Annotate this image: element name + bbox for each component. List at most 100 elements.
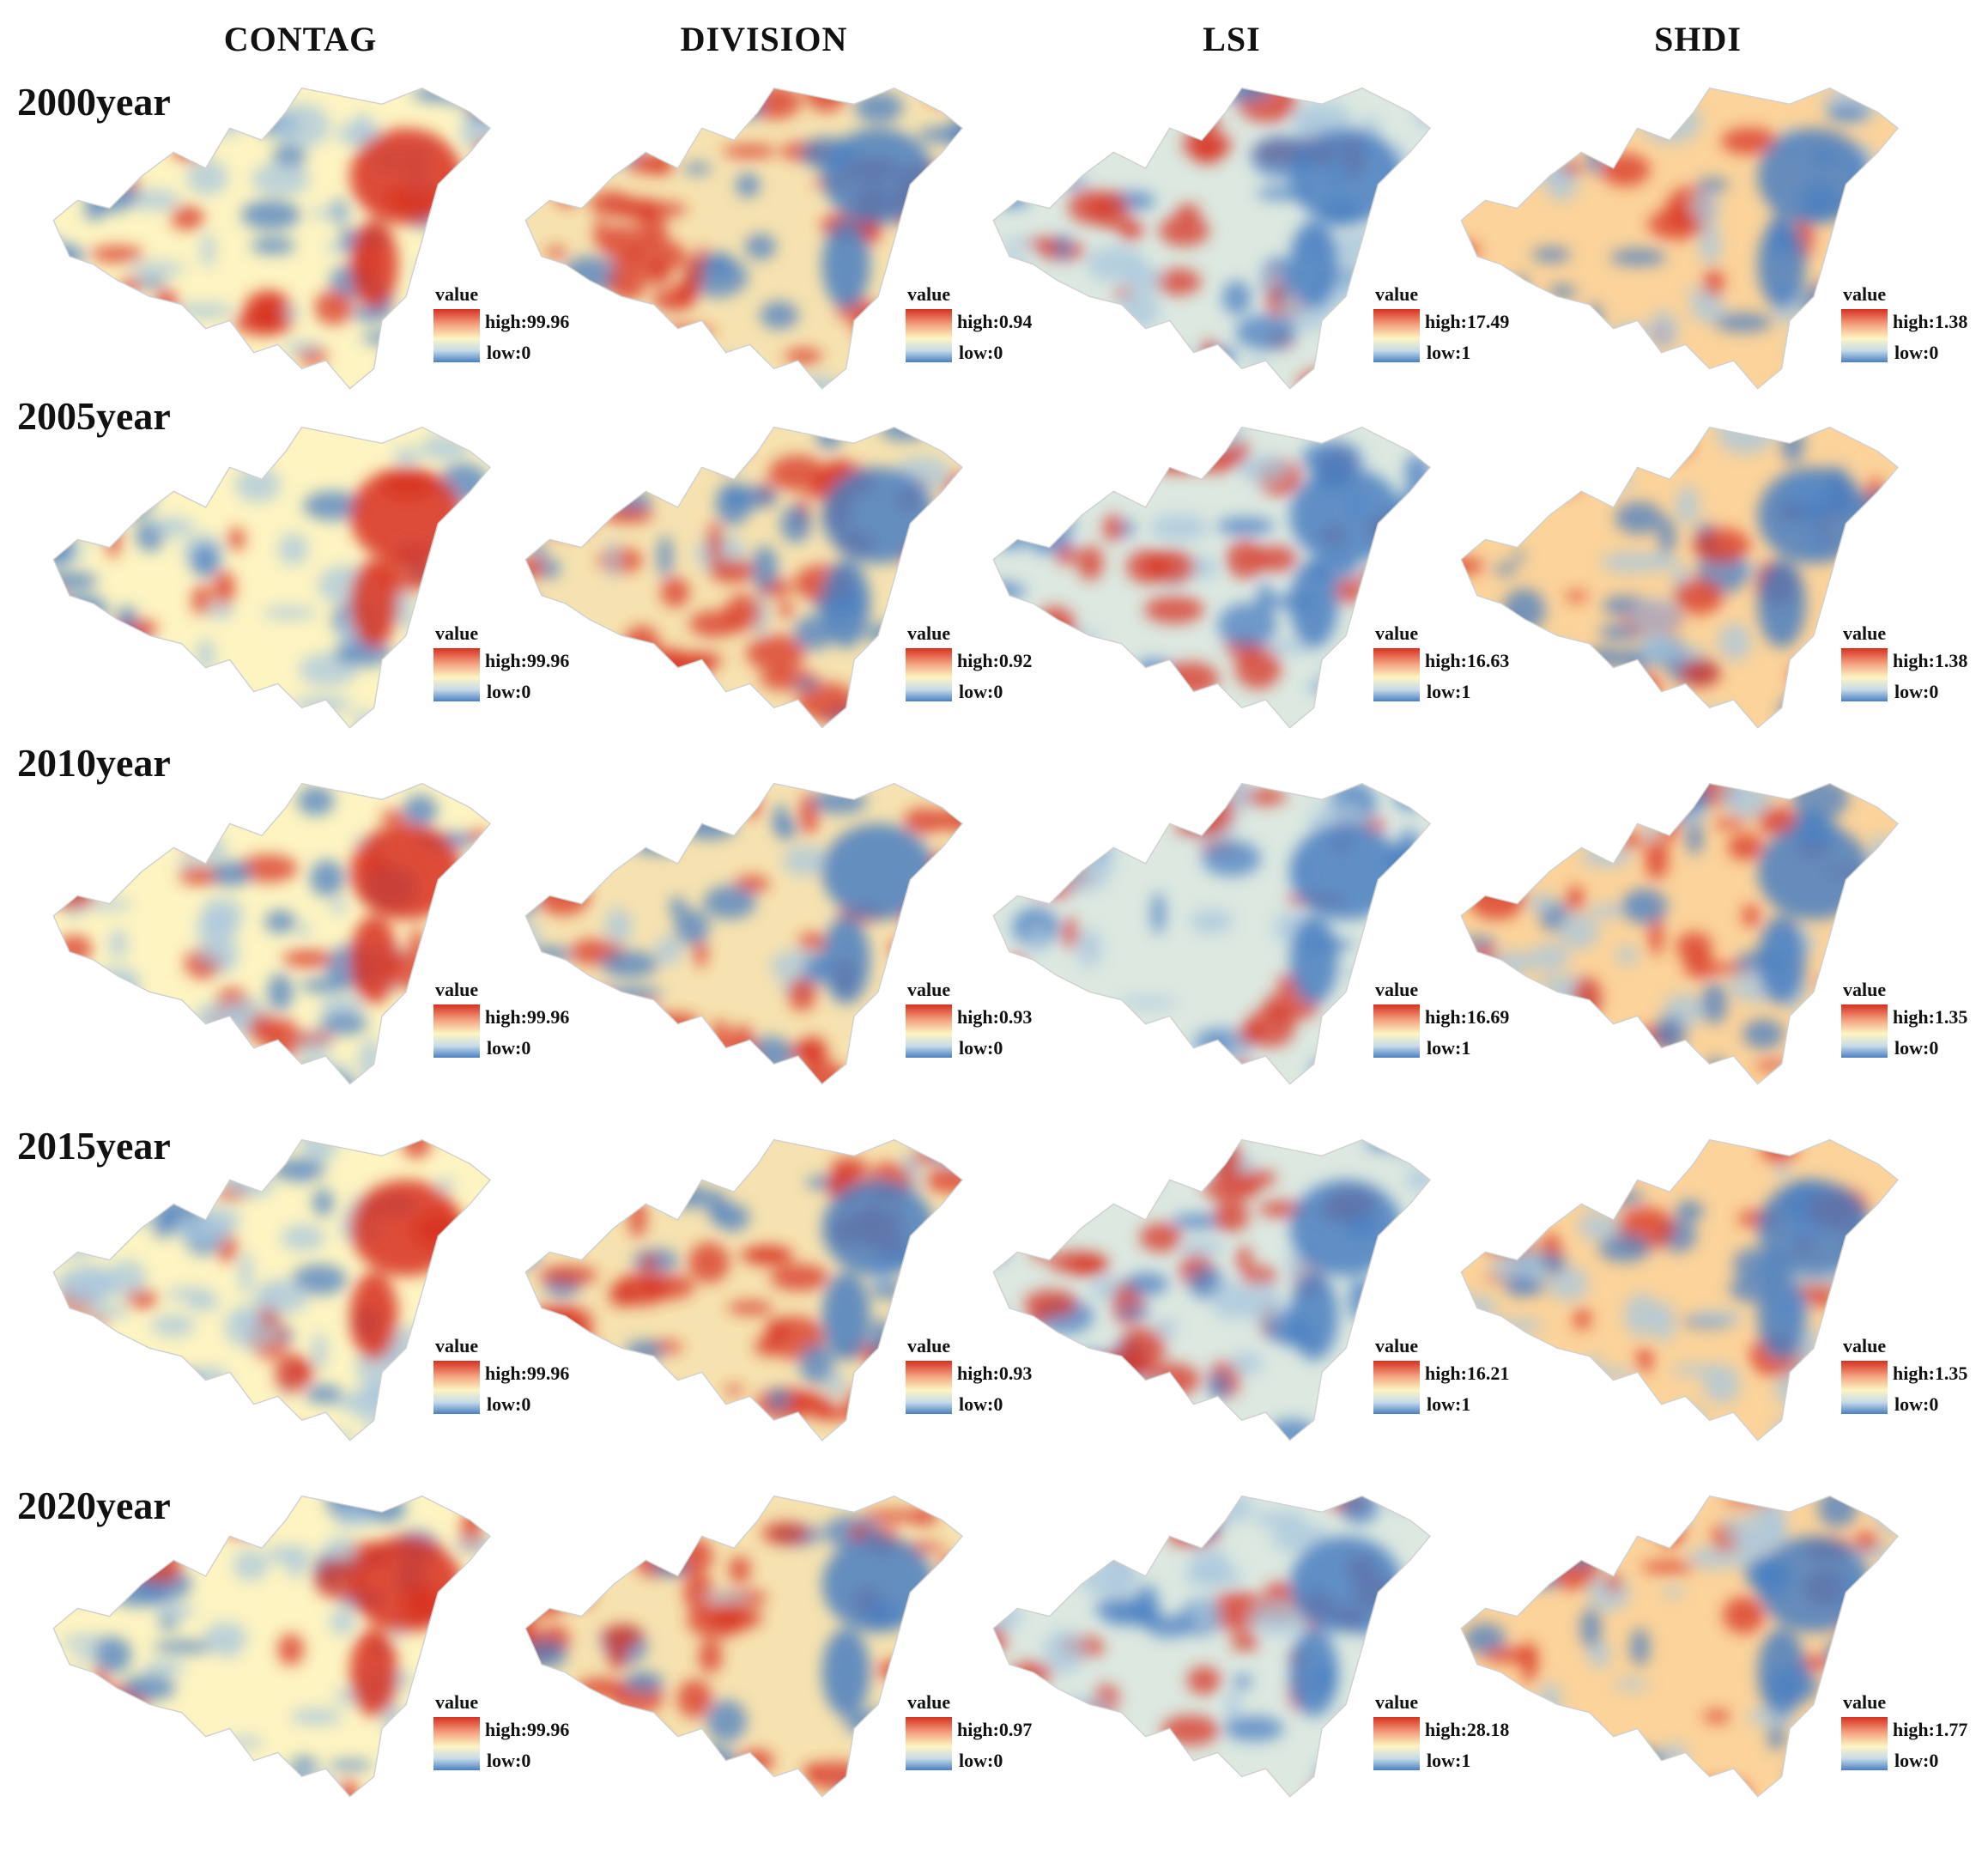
region-map <box>992 87 1431 390</box>
legend-low-label: low:0 <box>487 1037 531 1059</box>
region-map <box>52 1495 491 1798</box>
legend-high-label: high:1.38 <box>1893 311 1968 332</box>
legend-color-ramp <box>433 309 480 362</box>
legend-low-label: low:0 <box>1894 342 1939 363</box>
region-map <box>524 87 963 390</box>
legend-high-label: high:0.92 <box>957 650 1033 671</box>
legend-title: value <box>435 1691 479 1713</box>
legend-color-ramp <box>1841 1361 1888 1414</box>
map-panel-contag-2005year: value high:99.96 low:0 <box>21 412 569 747</box>
region-map <box>1460 1495 1899 1798</box>
legend-title: value <box>435 979 479 1000</box>
year-label-2020: 2020year <box>17 1484 171 1527</box>
region-map <box>52 782 491 1085</box>
legend-color-ramp <box>906 1004 952 1058</box>
column-header-lsi: LSI <box>1203 20 1261 58</box>
legend-low-label: low:1 <box>1427 1750 1471 1771</box>
legend-high-label: high:0.93 <box>957 1362 1033 1384</box>
legend-color-ramp <box>1373 309 1420 362</box>
map-panel-shdi-2005year: value high:1.38 low:0 <box>1429 412 1967 747</box>
map-panel-contag-2000year: value high:99.96 low:0 <box>21 73 569 408</box>
legend-title: value <box>435 283 479 305</box>
region-map <box>992 1138 1431 1441</box>
region-map <box>524 1495 963 1798</box>
legend-title: value <box>1375 979 1419 1000</box>
legend-high-label: high:16.69 <box>1425 1006 1510 1028</box>
legend-title: value <box>1843 1691 1887 1713</box>
legend-color-ramp <box>1841 648 1888 701</box>
map-panel-shdi-2020year: value high:1.77 low:0 <box>1429 1481 1967 1816</box>
legend-title: value <box>1843 979 1887 1000</box>
legend-color-ramp <box>1373 1717 1420 1770</box>
column-header-shdi: SHDI <box>1654 20 1742 58</box>
map-panel-shdi-2010year: value high:1.35 low:0 <box>1429 768 1967 1103</box>
legend-high-label: high:99.96 <box>485 311 570 332</box>
legend-color-ramp <box>1841 1004 1888 1058</box>
region-map <box>524 782 963 1085</box>
legend-low-label: low:0 <box>1894 681 1939 702</box>
legend-title: value <box>1843 1335 1887 1356</box>
legend-high-label: high:0.97 <box>957 1719 1033 1740</box>
map-panel-division-2020year: value high:0.97 low:0 <box>494 1481 1032 1816</box>
legend-title: value <box>907 1335 951 1356</box>
legend-color-ramp <box>1373 1004 1420 1058</box>
column-header-contag: CONTAG <box>223 20 378 58</box>
legend-title: value <box>907 1691 951 1713</box>
map-panel-division-2005year: value high:0.92 low:0 <box>494 412 1032 747</box>
legend-color-ramp <box>906 309 952 362</box>
legend-low-label: low:0 <box>487 1393 531 1415</box>
legend-title: value <box>907 622 951 644</box>
legend-color-ramp <box>906 648 952 701</box>
year-label-2005: 2005year <box>17 394 171 438</box>
legend-title: value <box>435 622 479 644</box>
map-panel-division-2010year: value high:0.93 low:0 <box>494 768 1032 1103</box>
legend-color-ramp <box>906 1361 952 1414</box>
map-panel-shdi-2000year: value high:1.38 low:0 <box>1429 73 1967 408</box>
legend-low-label: low:1 <box>1427 342 1471 363</box>
legend-high-label: high:99.96 <box>485 1719 570 1740</box>
legend-low-label: low:0 <box>959 1393 1003 1415</box>
legend-color-ramp <box>433 1004 480 1058</box>
legend-title: value <box>435 1335 479 1356</box>
legend-high-label: high:17.49 <box>1425 311 1510 332</box>
legend-color-ramp <box>433 648 480 701</box>
legend-high-label: high:0.93 <box>957 1006 1033 1028</box>
year-label-2000: 2000year <box>17 80 171 124</box>
legend-color-ramp <box>1373 1361 1420 1414</box>
legend-high-label: high:99.96 <box>485 1362 570 1384</box>
map-panel-lsi-2020year: value high:28.18 low:1 <box>961 1481 1509 1816</box>
legend-low-label: low:0 <box>487 342 531 363</box>
region-map <box>1460 87 1899 390</box>
legend-color-ramp <box>1841 1717 1888 1770</box>
region-map <box>992 426 1431 729</box>
legend-high-label: high:16.63 <box>1425 650 1510 671</box>
region-map <box>992 782 1431 1085</box>
legend-title: value <box>907 979 951 1000</box>
legend-color-ramp <box>1841 309 1888 362</box>
legend-high-label: high:99.96 <box>485 650 570 671</box>
map-panel-lsi-2015year: value high:16.21 low:1 <box>961 1125 1509 1459</box>
region-map <box>524 1138 963 1441</box>
legend-title: value <box>1843 283 1887 305</box>
legend-low-label: low:0 <box>487 1750 531 1771</box>
legend-low-label: low:0 <box>487 681 531 702</box>
legend-low-label: low:0 <box>959 342 1003 363</box>
legend-title: value <box>1843 622 1887 644</box>
legend-low-label: low:0 <box>959 681 1003 702</box>
legend-high-label: high:0.94 <box>957 311 1033 332</box>
legend-low-label: low:0 <box>1894 1750 1939 1771</box>
legend-title: value <box>1375 283 1419 305</box>
map-panel-lsi-2005year: value high:16.63 low:1 <box>961 412 1509 747</box>
region-map <box>52 1138 491 1441</box>
column-header-division: DIVISION <box>680 20 848 58</box>
map-panel-division-2015year: value high:0.93 low:0 <box>494 1125 1032 1459</box>
map-panel-contag-2010year: value high:99.96 low:0 <box>21 768 569 1103</box>
legend-high-label: high:1.77 <box>1893 1719 1968 1740</box>
year-label-2015: 2015year <box>17 1124 171 1168</box>
legend-low-label: low:0 <box>959 1037 1003 1059</box>
legend-high-label: high:1.35 <box>1893 1006 1968 1028</box>
legend-low-label: low:1 <box>1427 1393 1471 1415</box>
legend-title: value <box>1375 1691 1419 1713</box>
legend-low-label: low:1 <box>1427 681 1471 702</box>
legend-title: value <box>907 283 951 305</box>
